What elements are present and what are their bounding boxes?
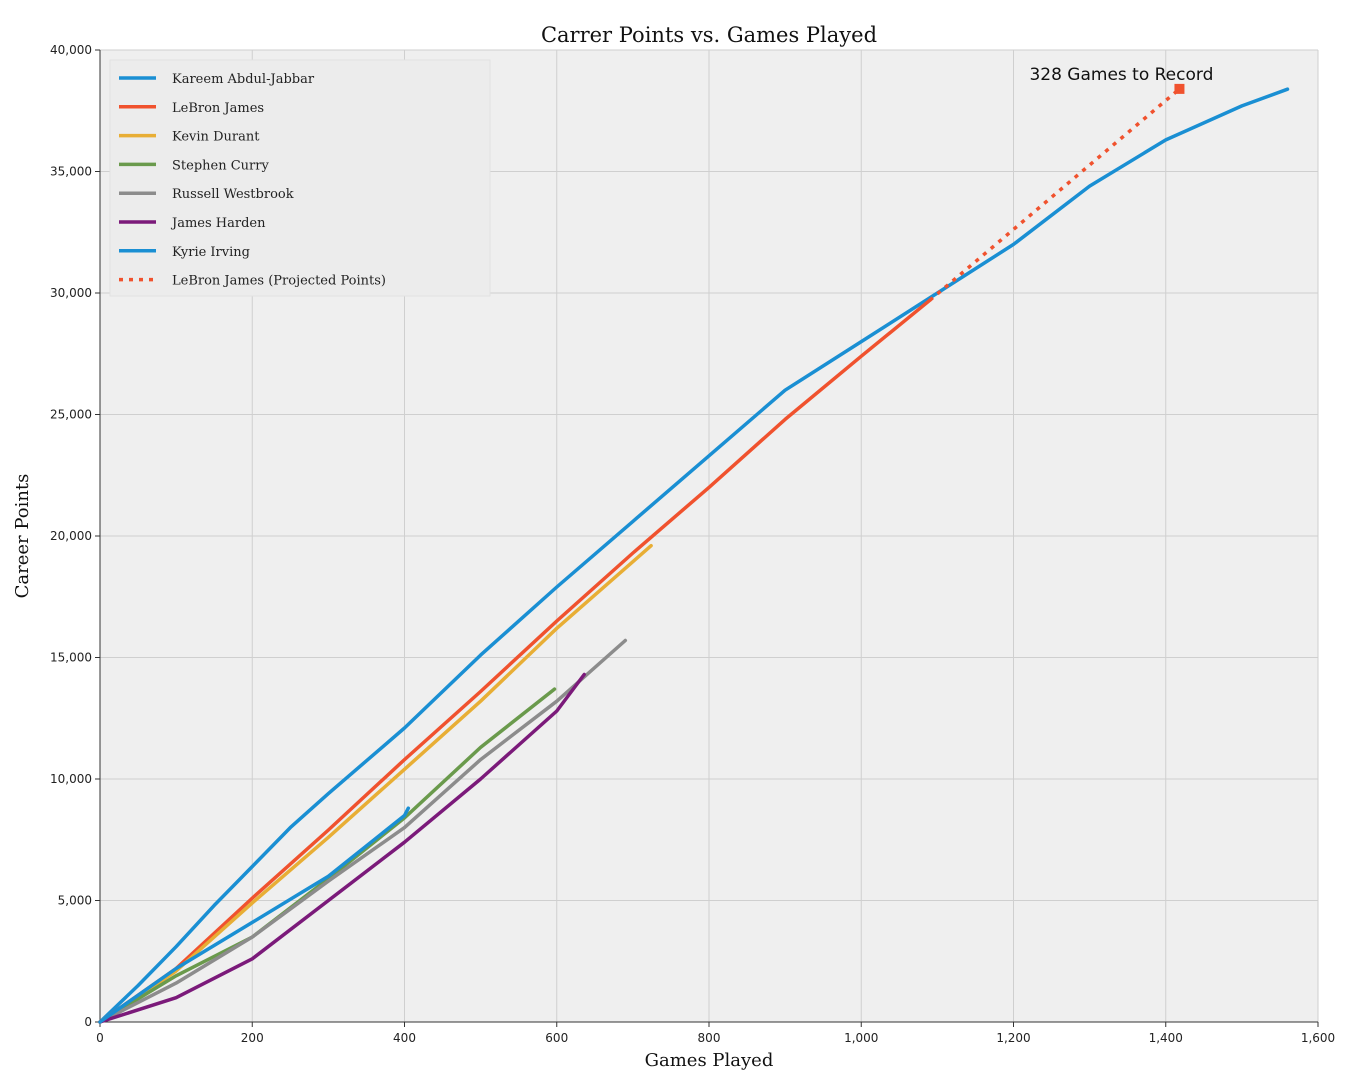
y-tick-label: 20,000	[50, 529, 92, 543]
series-line-james-harden	[98, 672, 586, 1024]
annotation-marker	[1174, 83, 1185, 94]
x-tick-label: 400	[393, 1031, 416, 1045]
series-lines	[98, 87, 1290, 1024]
chart-title: Carrer Points vs. Games Played	[541, 23, 877, 47]
y-tick-label: 15,000	[50, 651, 92, 665]
annotations: 328 Games to Record	[1029, 65, 1213, 94]
series-line-kyrie-irving	[98, 806, 411, 1024]
legend-label: Russell Westbrook	[172, 187, 294, 202]
series-line-russell-westbrook	[98, 638, 628, 1024]
x-tick-label: 200	[241, 1031, 264, 1045]
series-line-lebron-james	[98, 298, 932, 1024]
y-tick-label: 10,000	[50, 772, 92, 786]
legend-label: Kyrie Irving	[172, 245, 250, 260]
y-tick-label: 25,000	[50, 408, 92, 422]
y-tick-label: 40,000	[50, 43, 92, 57]
legend-label: LeBron James	[172, 101, 264, 116]
axes: 0 200 400 600 800 1,000 1,200 1,400 1,600 0 5,000 1…	[50, 43, 1335, 1045]
y-tick-label: 5,000	[58, 894, 92, 908]
legend-label: LeBron James (Projected Points)	[172, 274, 386, 289]
y-tick-label: 30,000	[50, 286, 92, 300]
annotation-label: 328 Games to Record	[1029, 65, 1213, 85]
x-tick-label: 800	[698, 1031, 721, 1045]
series-line-stephen-curry	[98, 687, 557, 1024]
y-tick-label: 0	[84, 1015, 92, 1029]
legend-box	[109, 59, 491, 297]
x-tick-label: 1,000	[844, 1031, 878, 1045]
x-tick-label: 1,600	[1301, 1031, 1335, 1045]
legend: Kareem Abdul-Jabbar LeBron James Kevin Dur…	[109, 59, 491, 297]
x-axis-label: Games Played	[645, 1050, 774, 1071]
legend-label: James Harden	[170, 216, 266, 231]
y-axis-label: Career Points	[12, 474, 33, 599]
legend-label: Kareem Abdul-Jabbar	[172, 72, 315, 87]
legend-label: Kevin Durant	[172, 130, 260, 145]
series-line-lebron-james-projected-points	[928, 87, 1181, 302]
x-tick-label: 0	[96, 1031, 104, 1045]
x-tick-label: 600	[545, 1031, 568, 1045]
y-tick-label: 35,000	[50, 165, 92, 179]
x-tick-label: 1,200	[996, 1031, 1030, 1045]
x-tick-label: 1,400	[1149, 1031, 1183, 1045]
series-line-kareem-abdul-jabbar	[98, 87, 1290, 1024]
legend-label: Stephen Curry	[172, 158, 269, 173]
